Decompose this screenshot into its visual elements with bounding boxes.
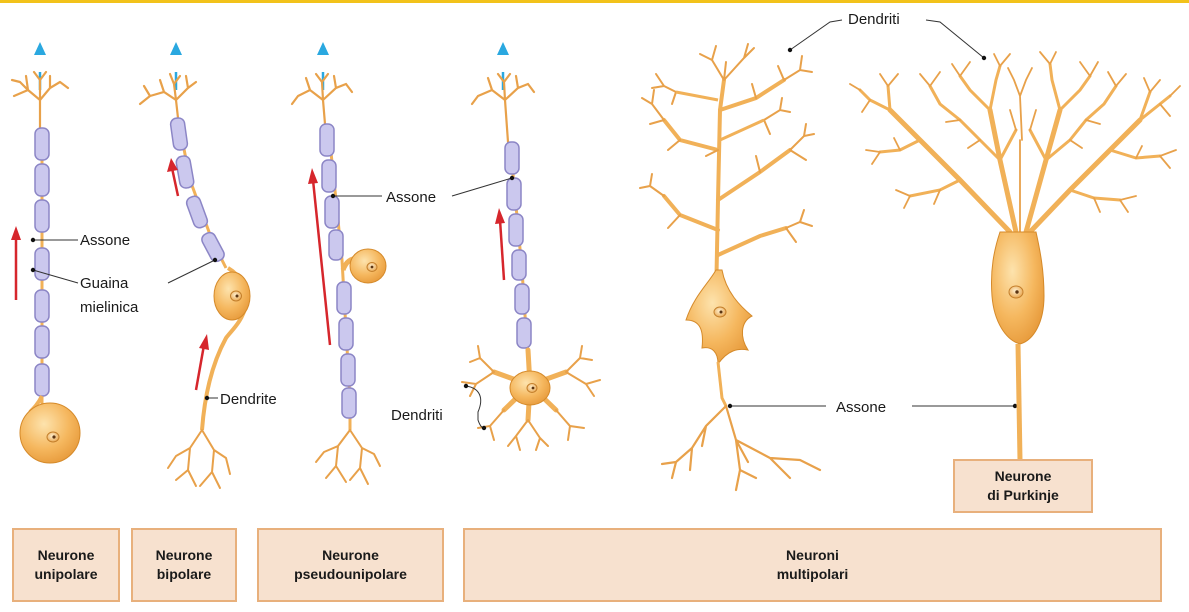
purkinje-label: Neurone di Purkinje bbox=[987, 468, 1059, 503]
red-arrow-icon bbox=[167, 158, 178, 172]
unipolar-neuron bbox=[10, 42, 81, 464]
purkinje-neuron bbox=[849, 51, 1181, 461]
blue-arrow-icon bbox=[497, 42, 509, 55]
label-assone-pseudounipolar: Assone bbox=[386, 189, 436, 206]
label-guaina-mielinica: Guaina mielinica bbox=[80, 275, 139, 316]
red-arrow-icon bbox=[308, 168, 318, 184]
label-assone-multipolar: Assone bbox=[836, 399, 886, 416]
top-accent-bar bbox=[0, 0, 1189, 3]
bipolar-neuron bbox=[138, 42, 251, 489]
red-arrow-icon bbox=[11, 226, 21, 240]
guaina-line1: Guaina bbox=[80, 275, 129, 292]
box-unipolar: Neurone unipolare bbox=[12, 528, 120, 602]
pseudounipolar-label: Neurone pseudounipolare bbox=[294, 547, 407, 582]
box-multipolar: Neuroni multipolari bbox=[463, 528, 1162, 602]
box-bipolar: Neurone bipolare bbox=[131, 528, 237, 602]
box-pseudounipolar: Neurone pseudounipolare bbox=[257, 528, 444, 602]
label-dendriti-small: Dendriti bbox=[391, 407, 443, 424]
red-arrow-icon bbox=[199, 334, 209, 350]
guaina-leader bbox=[32, 269, 79, 284]
bipolar-label: Neurone bipolare bbox=[155, 547, 213, 582]
blue-arrow-icon bbox=[34, 42, 46, 55]
label-assone-unipolar: Assone bbox=[80, 232, 130, 249]
label-dendrite: Dendrite bbox=[220, 391, 277, 408]
multipolar-small-neuron bbox=[461, 42, 601, 451]
red-arrow-icon bbox=[495, 208, 505, 224]
unipolar-label: Neurone unipolare bbox=[34, 547, 98, 582]
pyramidal-neuron bbox=[639, 43, 822, 492]
blue-arrow-icon bbox=[170, 42, 182, 55]
label-dendriti-top: Dendriti bbox=[848, 11, 900, 28]
box-purkinje: Neurone di Purkinje bbox=[953, 459, 1093, 513]
multipolar-label: Neuroni multipolari bbox=[776, 547, 849, 582]
blue-arrow-icon bbox=[317, 42, 329, 55]
guaina-line2: mielinica bbox=[80, 299, 139, 316]
pseudounipolar-neuron bbox=[290, 42, 387, 485]
